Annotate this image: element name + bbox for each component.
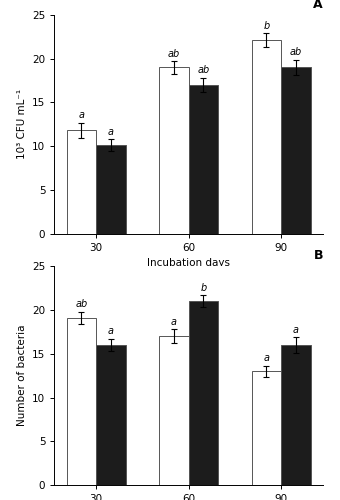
Text: ab: ab [75,299,87,309]
Text: a: a [108,126,114,136]
Bar [252,372,281,485]
Y-axis label: 10³ CFU mL⁻¹: 10³ CFU mL⁻¹ [17,89,27,160]
Bar [159,336,189,485]
Text: A: A [313,0,323,10]
Text: b: b [200,282,207,292]
Bar [67,130,96,234]
Text: a: a [171,316,177,326]
Text: a: a [293,324,299,334]
Legend: S, S+Ox: S, S+Ox [147,309,231,329]
Bar [189,85,218,234]
Bar [281,68,311,234]
Text: a: a [108,326,114,336]
X-axis label: Incubation days: Incubation days [147,258,230,268]
Text: B: B [313,249,323,262]
Bar [67,318,96,485]
Text: a: a [79,110,84,120]
Bar [159,68,189,234]
Bar [96,146,126,234]
Text: ab: ab [290,47,302,57]
Bar [189,302,218,485]
Text: b: b [263,20,270,30]
Y-axis label: Number of bacteria: Number of bacteria [17,325,27,426]
Bar [252,40,281,234]
Bar [281,345,311,485]
Text: a: a [264,354,269,364]
Bar [96,345,126,485]
Text: ab: ab [198,66,210,76]
Text: ab: ab [168,48,180,58]
